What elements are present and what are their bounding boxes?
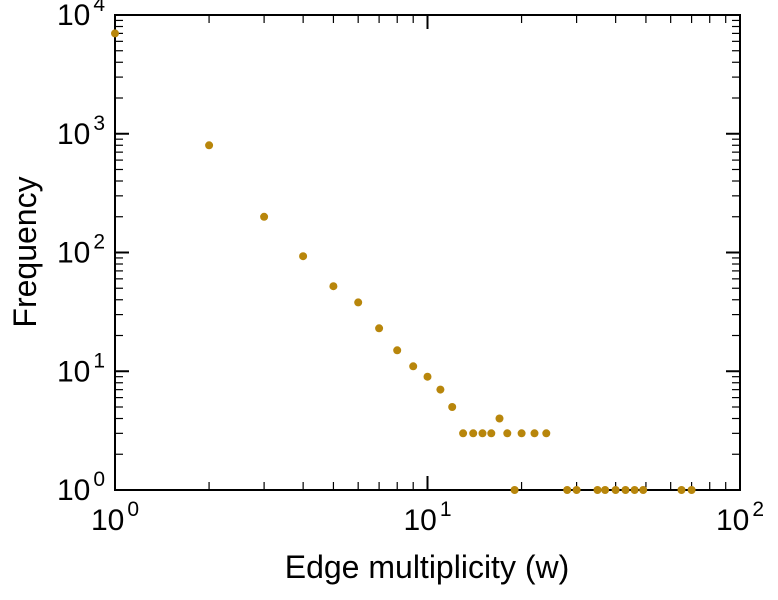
data-point <box>639 486 648 494</box>
axis-ticks <box>114 14 741 491</box>
data-point <box>517 429 526 438</box>
data-point <box>601 486 610 494</box>
y-tick-label: 10 3 <box>57 112 105 151</box>
x-tick-label: 10 2 <box>716 498 764 537</box>
data-point <box>469 429 478 438</box>
data-point <box>299 252 308 261</box>
data-point <box>375 324 384 333</box>
y-tick-label: 10 4 <box>57 0 105 32</box>
data-point <box>687 486 696 494</box>
y-tick-label: 10 2 <box>57 231 105 270</box>
data-point <box>393 346 402 355</box>
data-point <box>621 486 630 494</box>
data-points <box>111 29 696 494</box>
y-tick-label: 10 0 <box>57 468 105 507</box>
x-axis-label: Edge multiplicity (w) <box>285 549 570 585</box>
data-point <box>409 362 418 371</box>
data-point <box>329 282 338 291</box>
data-point <box>510 486 519 494</box>
plot-frame <box>114 14 741 491</box>
data-point <box>677 486 686 494</box>
chart-content: 10 0 10 1 10 2 10 0 10 1 10 2 10 3 10 4 <box>57 0 764 537</box>
data-point <box>260 212 269 221</box>
data-point <box>495 414 504 423</box>
data-point <box>448 403 457 411</box>
data-point <box>563 486 572 494</box>
y-axis-label: Frequency <box>7 176 43 327</box>
data-point <box>205 141 214 150</box>
data-point <box>572 486 581 494</box>
data-point <box>111 29 119 38</box>
data-point <box>459 429 468 438</box>
data-point <box>354 298 363 307</box>
data-point <box>542 429 551 438</box>
data-point <box>630 486 639 494</box>
data-point <box>593 486 602 494</box>
data-point <box>487 429 496 438</box>
x-tick-label: 10 1 <box>403 498 451 537</box>
data-point <box>478 429 487 438</box>
data-point <box>503 429 512 438</box>
data-point <box>436 385 445 394</box>
data-point <box>530 429 539 438</box>
y-tick-label: 10 1 <box>57 349 105 388</box>
data-point <box>611 486 620 494</box>
data-point <box>423 372 432 381</box>
x-tick-label: 10 0 <box>91 498 139 537</box>
